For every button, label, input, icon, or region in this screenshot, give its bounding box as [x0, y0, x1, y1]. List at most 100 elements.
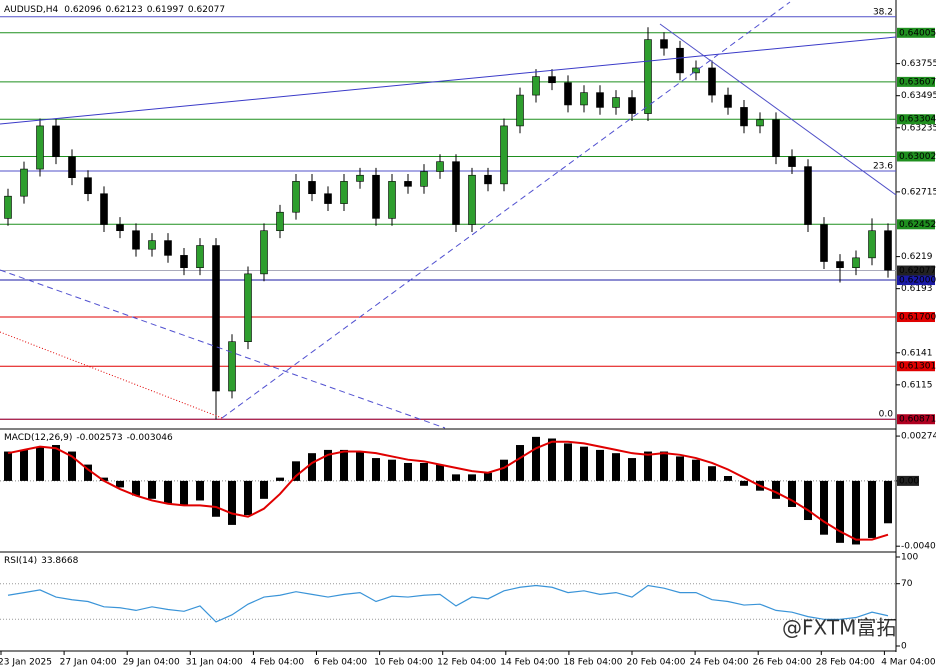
rsi-value: 33.8668	[41, 556, 78, 566]
level-label: 0.62000	[899, 276, 936, 286]
candle-body	[596, 92, 604, 108]
symbol: AUDUSD,H4	[4, 5, 59, 15]
macd-bar	[676, 456, 684, 481]
candle-body	[692, 67, 700, 74]
y-tick-label: 0.63755	[901, 59, 936, 69]
macd-bar	[452, 474, 460, 481]
candle-body	[100, 193, 108, 225]
trendline	[0, 269, 446, 429]
y-tick-label: 0.63235	[901, 123, 936, 133]
macd-value: -0.002573	[76, 433, 122, 443]
fib-label: 0.0	[879, 410, 894, 420]
candle-body	[756, 119, 764, 127]
candle-body	[276, 211, 284, 232]
macd-bar	[500, 459, 508, 481]
candle-body	[436, 161, 444, 172]
macd-bar	[740, 480, 748, 486]
signal-value: -0.003046	[127, 433, 173, 443]
candle-body	[52, 125, 60, 158]
level-label: 0.61700	[899, 313, 936, 323]
candle-body	[612, 97, 620, 108]
macd-bar	[100, 477, 108, 481]
level-box	[897, 414, 935, 425]
candle-body	[580, 92, 588, 106]
candle-body	[628, 97, 636, 114]
layers: 0.63755 0.63495 0.63235 0.62715 0.6219 0.6193…	[0, 7, 936, 668]
rsi-title: RSI(14)	[4, 556, 37, 566]
macd-bar	[516, 445, 524, 481]
macd-bar	[276, 477, 284, 481]
candle-body	[164, 240, 172, 256]
x-tick-label: 24 Feb 04:00	[690, 658, 749, 668]
macd-bar	[548, 438, 556, 481]
macd-bar	[68, 451, 76, 481]
candle-body	[4, 195, 12, 219]
candle-body	[404, 181, 412, 187]
y-tick-label: 0.6193	[901, 284, 933, 294]
macd-bar	[724, 476, 732, 481]
rsi-line	[7, 584, 889, 623]
candle-body	[132, 230, 140, 250]
zero-box	[897, 475, 919, 486]
macd-title: MACD(12,26,9)	[4, 433, 72, 443]
candle-body	[484, 174, 492, 185]
level-label: 0.63002	[899, 152, 936, 162]
candle-body	[676, 47, 684, 74]
candle-body	[308, 181, 316, 195]
macd-bar	[628, 458, 636, 481]
y-tick-label: 0.6141	[901, 348, 933, 358]
y-tick-label: 100	[901, 553, 918, 563]
y-tick-label: 0.63495	[901, 91, 936, 101]
macd-bar	[580, 446, 588, 481]
candle-body	[244, 273, 252, 342]
macd-bar	[340, 449, 348, 481]
macd-bar	[660, 451, 668, 481]
macd-bar	[148, 480, 156, 499]
y-tick-label: -0.004005	[901, 542, 936, 552]
x-tick-label: 31 Jan 04:00	[186, 658, 243, 668]
macd-bar	[868, 480, 876, 538]
candle-body	[84, 177, 92, 195]
macd-bar	[164, 480, 172, 504]
candle-body	[180, 255, 188, 269]
level-box	[897, 275, 935, 286]
macd-bar	[484, 472, 492, 481]
candle-body	[868, 230, 876, 259]
macd-bar	[420, 462, 428, 481]
candle-body	[260, 230, 268, 275]
candle-body	[68, 156, 76, 178]
macd-bar	[228, 480, 236, 525]
candle-body	[804, 166, 812, 225]
x-tick-label: 10 Feb 04:00	[374, 658, 433, 668]
y-tick-label: 0.6219	[901, 252, 933, 262]
candle-body	[644, 39, 652, 114]
level-box	[897, 114, 935, 125]
level-box	[897, 151, 935, 162]
candle-body	[548, 76, 556, 84]
candle-body	[388, 181, 396, 219]
level-label: 0.63304	[899, 115, 936, 125]
low: 0.61997	[147, 5, 184, 15]
fib-label: 38.2	[873, 7, 893, 17]
candle-body	[532, 76, 540, 96]
level-label: 0.60871	[899, 415, 936, 425]
rsi-header: RSI(14) 33.8668	[4, 556, 79, 566]
macd-bar	[36, 446, 44, 481]
macd-header: MACD(12,26,9) -0.002573 -0.003046	[4, 433, 173, 443]
trendline	[659, 23, 897, 196]
candle-body	[468, 174, 476, 225]
level-box	[897, 76, 935, 87]
x-tick-label: 12 Feb 04:00	[437, 658, 496, 668]
macd-bar	[212, 480, 220, 517]
macd-bar	[644, 451, 652, 481]
macd-bar	[772, 480, 780, 499]
open: 0.62096	[64, 5, 101, 15]
macd-bar	[612, 453, 620, 481]
signal-line	[7, 440, 889, 541]
level-box	[897, 312, 935, 323]
y-tick-label: 0.6115	[901, 380, 933, 390]
x-tick-label: 4 Feb 04:00	[251, 658, 305, 668]
macd-bar	[564, 443, 572, 481]
